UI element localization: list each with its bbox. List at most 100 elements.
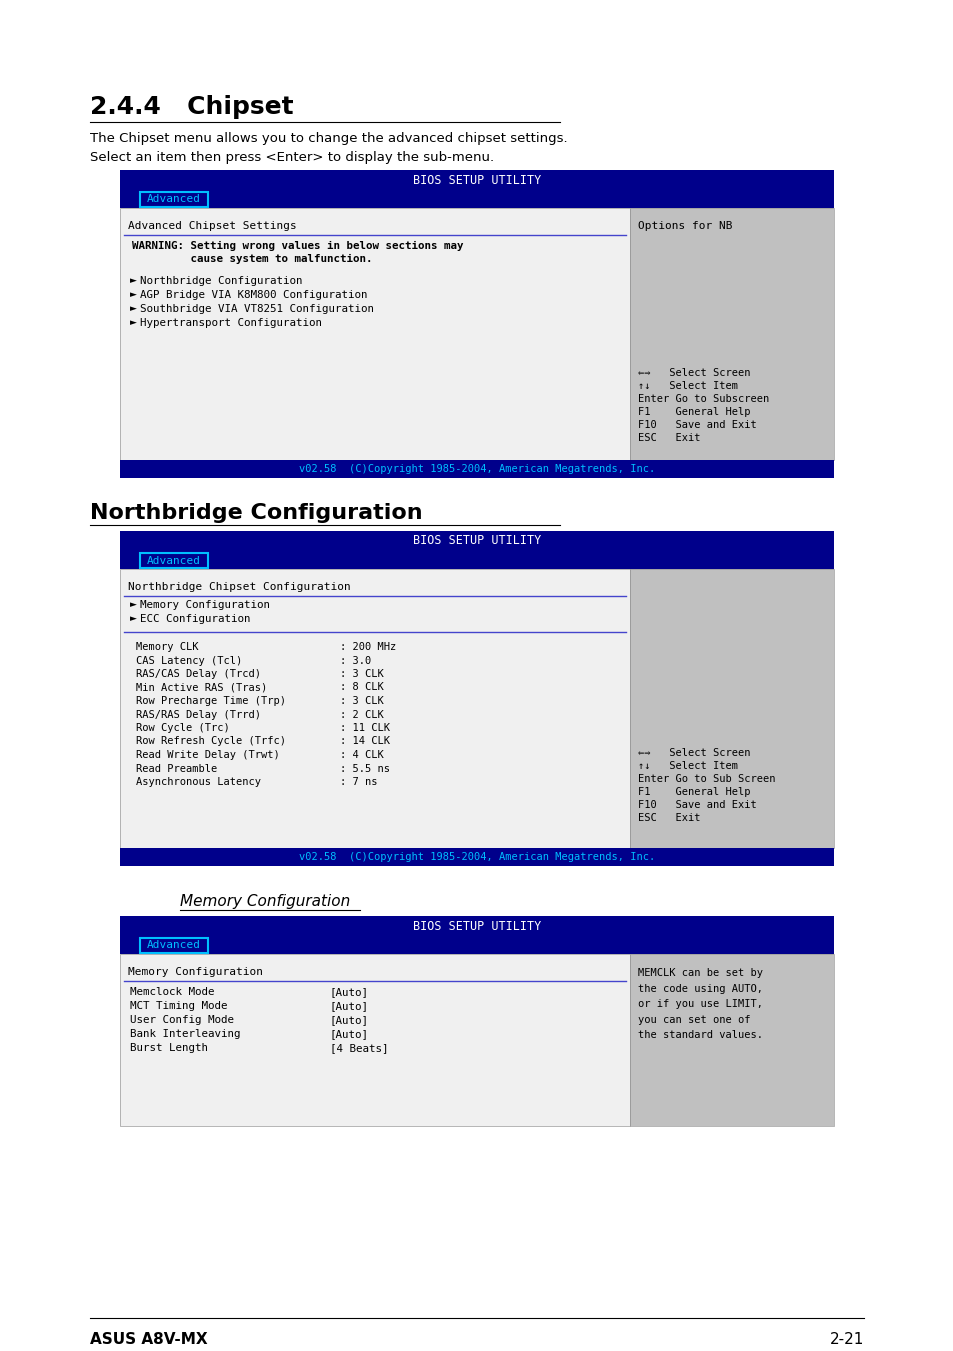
Text: : 8 CLK: : 8 CLK [339, 682, 383, 693]
Text: Advanced: Advanced [147, 195, 201, 204]
Text: BIOS SETUP UTILITY: BIOS SETUP UTILITY [413, 173, 540, 186]
Bar [140, 192, 208, 207]
Text: v02.58  (C)Copyright 1985-2004, American Megatrends, Inc.: v02.58 (C)Copyright 1985-2004, American … [298, 852, 655, 862]
Text: RAS/RAS Delay (Trrd): RAS/RAS Delay (Trrd) [136, 709, 261, 720]
Text: User Config Mode: User Config Mode [130, 1015, 233, 1025]
Text: ⇐⇒   Select Screen: ⇐⇒ Select Screen [638, 367, 750, 378]
Bar [629, 208, 833, 459]
Text: Row Refresh Cycle (Trfc): Row Refresh Cycle (Trfc) [136, 736, 286, 747]
Text: BIOS SETUP UTILITY: BIOS SETUP UTILITY [413, 920, 540, 932]
Bar [629, 954, 833, 1125]
Bar [120, 459, 833, 478]
Bar [120, 551, 833, 569]
Text: WARNING: Setting wrong values in below sections may: WARNING: Setting wrong values in below s… [132, 240, 463, 251]
Text: CAS Latency (Tcl): CAS Latency (Tcl) [136, 655, 242, 666]
Text: Burst Length: Burst Length [130, 1043, 208, 1052]
Text: MEMCLK can be set by
the code using AUTO,
or if you use LIMIT,
you can set one o: MEMCLK can be set by the code using AUTO… [638, 969, 762, 1040]
Text: Advanced: Advanced [147, 555, 201, 566]
Text: Row Precharge Time (Trp): Row Precharge Time (Trp) [136, 696, 286, 707]
Text: Hypertransport Configuration: Hypertransport Configuration [140, 317, 322, 328]
Bar [120, 954, 629, 1125]
Text: ↑↓   Select Item: ↑↓ Select Item [638, 761, 738, 771]
Text: Asynchronous Latency: Asynchronous Latency [136, 777, 261, 788]
Text: Read Preamble: Read Preamble [136, 763, 217, 774]
Text: RAS/CAS Delay (Trcd): RAS/CAS Delay (Trcd) [136, 669, 261, 680]
Text: Bank Interleaving: Bank Interleaving [130, 1029, 240, 1039]
Text: [Auto]: [Auto] [330, 1029, 369, 1039]
Text: F1    General Help: F1 General Help [638, 788, 750, 797]
Bar [120, 208, 629, 459]
Text: Memory Configuration: Memory Configuration [140, 600, 270, 611]
Bar [120, 190, 833, 208]
Text: : 4 CLK: : 4 CLK [339, 750, 383, 761]
Bar [629, 954, 833, 1125]
Bar [120, 170, 833, 190]
Text: The Chipset menu allows you to change the advanced chipset settings.
Select an i: The Chipset menu allows you to change th… [90, 132, 567, 163]
Bar [140, 553, 208, 567]
Text: F10   Save and Exit: F10 Save and Exit [638, 800, 756, 811]
Bar [120, 916, 833, 1125]
Text: F10   Save and Exit: F10 Save and Exit [638, 420, 756, 430]
Text: [Auto]: [Auto] [330, 988, 369, 997]
Text: Advanced Chipset Settings: Advanced Chipset Settings [128, 222, 296, 231]
Bar [629, 569, 833, 848]
Text: AGP Bridge VIA K8M800 Configuration: AGP Bridge VIA K8M800 Configuration [140, 290, 367, 300]
Bar [120, 569, 629, 848]
Text: 2.4.4   Chipset: 2.4.4 Chipset [90, 95, 294, 119]
Text: : 200 MHz: : 200 MHz [339, 642, 395, 653]
Bar [120, 208, 629, 459]
Text: Northbridge Chipset Configuration: Northbridge Chipset Configuration [128, 582, 351, 592]
Text: Southbridge VIA VT8251 Configuration: Southbridge VIA VT8251 Configuration [140, 304, 374, 313]
Bar [120, 848, 833, 866]
Text: Memory Configuration: Memory Configuration [180, 894, 350, 909]
Bar [120, 170, 833, 478]
Text: [4 Beats]: [4 Beats] [330, 1043, 388, 1052]
Text: ↑↓   Select Item: ↑↓ Select Item [638, 381, 738, 390]
Text: Northbridge Configuration: Northbridge Configuration [140, 276, 302, 286]
Bar [120, 916, 833, 936]
Text: ►: ► [130, 600, 136, 609]
Text: 2-21: 2-21 [829, 1332, 863, 1347]
Text: ►: ► [130, 317, 136, 327]
Text: : 5.5 ns: : 5.5 ns [339, 763, 390, 774]
Bar [629, 569, 833, 848]
Text: ►: ► [130, 276, 136, 285]
Bar [120, 569, 629, 848]
Text: ►: ► [130, 290, 136, 299]
Text: ASUS A8V-MX: ASUS A8V-MX [90, 1332, 208, 1347]
Text: Enter Go to Sub Screen: Enter Go to Sub Screen [638, 774, 775, 784]
Text: Options for NB: Options for NB [638, 222, 732, 231]
Bar [140, 938, 208, 952]
Text: Memclock Mode: Memclock Mode [130, 988, 214, 997]
Text: ►: ► [130, 304, 136, 313]
Text: Memory Configuration: Memory Configuration [128, 967, 263, 977]
Bar [629, 208, 833, 459]
Text: Row Cycle (Trc): Row Cycle (Trc) [136, 723, 230, 734]
Text: ESC   Exit: ESC Exit [638, 813, 700, 823]
Text: F1    General Help: F1 General Help [638, 407, 750, 417]
Text: Memory CLK: Memory CLK [136, 642, 198, 653]
Text: ECC Configuration: ECC Configuration [140, 613, 251, 624]
Text: Enter Go to Subscreen: Enter Go to Subscreen [638, 394, 768, 404]
Text: BIOS SETUP UTILITY: BIOS SETUP UTILITY [413, 535, 540, 547]
Text: ►: ► [130, 613, 136, 623]
Text: : 11 CLK: : 11 CLK [339, 723, 390, 734]
Text: cause system to malfunction.: cause system to malfunction. [132, 254, 372, 263]
Text: ESC   Exit: ESC Exit [638, 434, 700, 443]
Bar [120, 936, 833, 954]
Text: [Auto]: [Auto] [330, 1015, 369, 1025]
Text: MCT Timing Mode: MCT Timing Mode [130, 1001, 227, 1011]
Text: Northbridge Configuration: Northbridge Configuration [90, 503, 422, 523]
Text: : 3.0: : 3.0 [339, 655, 371, 666]
Text: ⇐⇒   Select Screen: ⇐⇒ Select Screen [638, 748, 750, 758]
Text: : 2 CLK: : 2 CLK [339, 709, 383, 720]
Bar [120, 531, 833, 551]
Text: : 3 CLK: : 3 CLK [339, 696, 383, 707]
Text: v02.58  (C)Copyright 1985-2004, American Megatrends, Inc.: v02.58 (C)Copyright 1985-2004, American … [298, 463, 655, 474]
Text: [Auto]: [Auto] [330, 1001, 369, 1011]
Text: : 3 CLK: : 3 CLK [339, 669, 383, 680]
Text: : 7 ns: : 7 ns [339, 777, 377, 788]
Text: Advanced: Advanced [147, 940, 201, 951]
Bar [120, 954, 629, 1125]
Text: Read Write Delay (Trwt): Read Write Delay (Trwt) [136, 750, 279, 761]
